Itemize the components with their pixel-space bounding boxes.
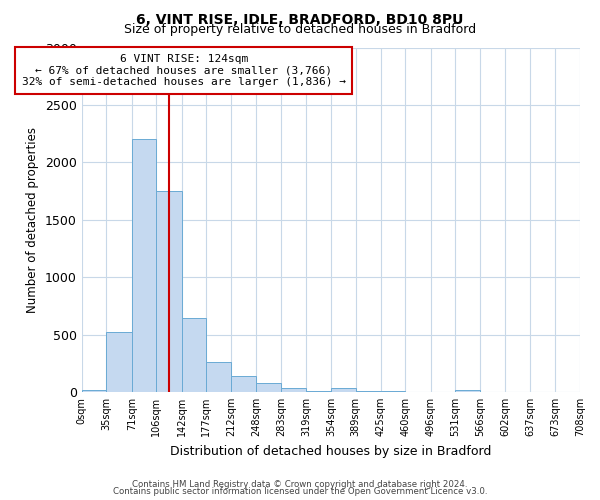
Bar [356,391,381,392]
Bar [455,390,480,392]
Bar [306,391,331,392]
Bar [132,140,157,392]
X-axis label: Distribution of detached houses by size in Bradford: Distribution of detached houses by size … [170,444,491,458]
Bar [256,384,281,392]
Bar [331,388,356,392]
Text: Contains public sector information licensed under the Open Government Licence v3: Contains public sector information licen… [113,487,487,496]
Text: 6 VINT RISE: 124sqm
← 67% of detached houses are smaller (3,766)
32% of semi-det: 6 VINT RISE: 124sqm ← 67% of detached ho… [22,54,346,87]
Text: Size of property relative to detached houses in Bradford: Size of property relative to detached ho… [124,22,476,36]
Bar [157,191,182,392]
Bar [231,376,256,392]
Bar [206,362,231,392]
Text: 6, VINT RISE, IDLE, BRADFORD, BD10 8PU: 6, VINT RISE, IDLE, BRADFORD, BD10 8PU [136,12,464,26]
Bar [82,390,106,392]
Bar [281,388,306,392]
Y-axis label: Number of detached properties: Number of detached properties [26,126,40,312]
Text: Contains HM Land Registry data © Crown copyright and database right 2024.: Contains HM Land Registry data © Crown c… [132,480,468,489]
Bar [182,318,206,392]
Bar [106,332,132,392]
